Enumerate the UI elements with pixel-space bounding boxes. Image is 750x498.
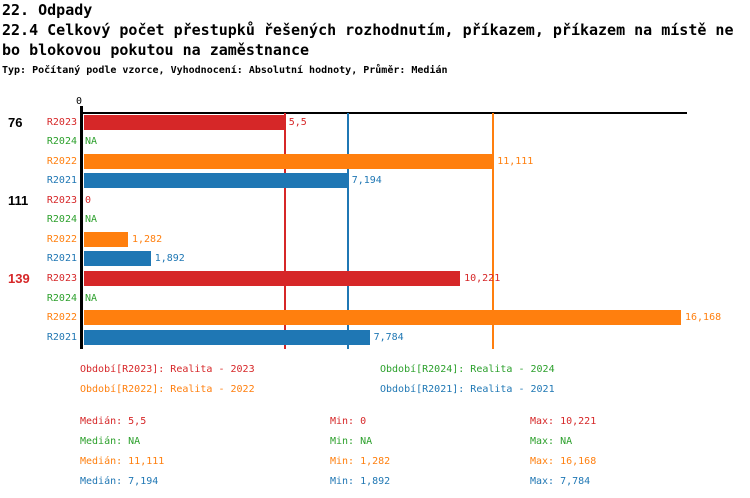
legend-item-r2024: Období[R2024]: Realita - 2024 xyxy=(380,364,555,375)
stat-median-r2024: Medián: NA xyxy=(80,436,141,447)
stat-min-r2023: Min: 0 xyxy=(330,416,367,427)
group-label: 76 xyxy=(8,114,23,130)
indicator-meta: Typ: Počítaný podle vzorce, Vyhodnocení:… xyxy=(2,65,448,76)
series-label-r2024: R2024 xyxy=(46,136,77,148)
series-label-r2024: R2024 xyxy=(46,292,77,304)
series-label-r2021: R2021 xyxy=(46,175,77,187)
stat-median-r2022: Medián: 11,111 xyxy=(80,456,165,467)
stat-median-r2021: Medián: 7,194 xyxy=(80,476,159,487)
bar-r2022 xyxy=(84,231,128,247)
series-label-r2023: R2023 xyxy=(46,116,77,128)
bar-value-label: 1,282 xyxy=(132,233,163,245)
bar-value-label: NA xyxy=(85,136,98,148)
page-title: 22. Odpady xyxy=(2,1,93,19)
bar-value-label: NA xyxy=(85,214,98,226)
series-label-r2022: R2022 xyxy=(46,155,77,167)
series-label-r2022: R2022 xyxy=(46,312,77,323)
legend-item-r2023: Období[R2023]: Realita - 2023 xyxy=(80,364,255,375)
series-label-r2023: R2023 xyxy=(46,194,77,206)
group-label: 111 xyxy=(8,192,29,208)
stat-median-r2023: Medián: 5,5 xyxy=(80,416,147,427)
bar-value-label: 7,784 xyxy=(373,331,404,343)
bar-r2023 xyxy=(84,270,461,286)
indicator-title-line1: 22.4 Celkový počet přestupků řešených ro… xyxy=(2,21,734,39)
stat-min-r2021: Min: 1,892 xyxy=(330,476,391,487)
bar-value-label: 1,892 xyxy=(154,253,185,265)
series-label-r2021: R2021 xyxy=(46,331,77,343)
bar-r2021 xyxy=(84,251,151,267)
series-label-r2022: R2022 xyxy=(46,233,77,245)
median-line-r2023 xyxy=(283,113,286,349)
bar-r2022 xyxy=(84,310,681,325)
stat-min-r2024: Min: NA xyxy=(330,436,373,447)
bar-value-label: 16,168 xyxy=(685,312,722,323)
bar-r2022 xyxy=(84,153,494,169)
stat-max-r2023: Max: 10,221 xyxy=(530,416,597,427)
group-label: 139 xyxy=(8,270,30,286)
median-line-r2021 xyxy=(346,113,349,349)
bar-value-label: 10,221 xyxy=(464,272,501,284)
stat-max-r2024: Max: NA xyxy=(530,436,573,447)
y-axis-line xyxy=(80,106,83,349)
series-label-r2024: R2024 xyxy=(46,214,77,226)
stat-max-r2022: Max: 16,168 xyxy=(530,456,597,467)
stat-min-r2022: Min: 1,282 xyxy=(330,456,391,467)
bar-value-label: 11,111 xyxy=(497,155,534,167)
axis-zero-label: 0 xyxy=(76,96,83,107)
legend-item-r2021: Období[R2021]: Realita - 2021 xyxy=(380,384,555,395)
bar-value-label: 0 xyxy=(85,194,92,206)
bar-r2023 xyxy=(84,114,285,130)
series-label-r2021: R2021 xyxy=(46,253,77,265)
median-line-r2022 xyxy=(492,113,495,349)
stat-max-r2021: Max: 7,784 xyxy=(530,476,591,487)
bar-r2021 xyxy=(84,173,348,189)
bar-value-label: 5,5 xyxy=(288,116,307,128)
indicator-title-line2: bo blokovou pokutou na zaměstnance xyxy=(2,41,310,59)
x-axis-line xyxy=(80,112,687,114)
legend-item-r2022: Období[R2022]: Realita - 2022 xyxy=(80,384,255,395)
bar-value-label: NA xyxy=(85,292,98,304)
bar-r2021 xyxy=(84,329,370,345)
series-label-r2023: R2023 xyxy=(46,272,77,284)
bar-value-label: 7,194 xyxy=(351,175,382,187)
